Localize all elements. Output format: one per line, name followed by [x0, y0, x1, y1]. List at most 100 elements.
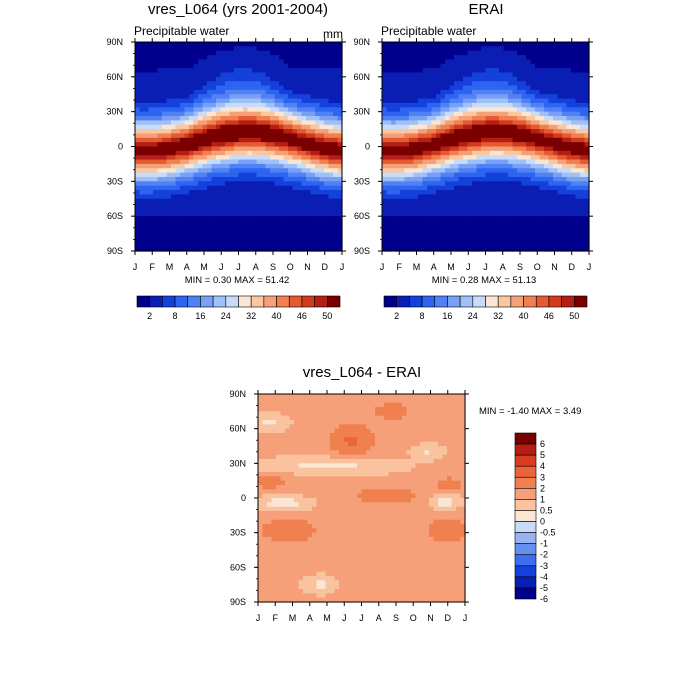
field-cell	[256, 224, 262, 230]
field-cell	[321, 424, 327, 430]
field-cell	[447, 411, 453, 417]
field-cell	[467, 129, 473, 135]
field-cell	[148, 129, 154, 135]
field-cell	[494, 194, 500, 200]
field-cell	[395, 216, 401, 222]
field-cell	[261, 172, 267, 178]
field-cell	[436, 229, 442, 235]
field-cell	[343, 398, 349, 404]
field-cell	[397, 424, 403, 430]
field-cell	[499, 220, 505, 226]
field-cell	[431, 89, 437, 95]
field-cell	[499, 111, 505, 117]
field-cell	[171, 163, 177, 169]
field-cell	[557, 155, 563, 161]
field-cell	[319, 246, 325, 252]
field-cell	[162, 111, 168, 117]
field-cell	[418, 111, 424, 117]
field-cell	[562, 155, 568, 161]
field-cell	[422, 142, 428, 148]
field-cell	[225, 89, 231, 95]
field-cell	[503, 137, 509, 143]
colorbar-box	[485, 295, 499, 308]
field-cell	[397, 411, 403, 417]
field-cell	[449, 50, 455, 56]
field-cell	[445, 220, 451, 226]
field-cell	[247, 42, 253, 47]
field-cell	[211, 190, 217, 195]
field-cell	[198, 150, 204, 156]
field-cell	[180, 42, 186, 47]
field-cell	[499, 242, 505, 248]
field-cell	[153, 85, 159, 91]
field-cell	[512, 220, 518, 226]
field-cell	[325, 420, 331, 425]
field-cell	[535, 203, 541, 209]
field-cell	[386, 246, 392, 252]
field-cell	[467, 194, 473, 200]
field-cell	[386, 198, 392, 204]
field-cell	[521, 242, 527, 248]
field-cell	[517, 229, 523, 235]
field-cell	[234, 63, 240, 69]
field-cell	[238, 163, 244, 169]
field-cell	[458, 211, 464, 217]
field-cell	[216, 72, 222, 78]
field-cell	[211, 181, 217, 187]
field-cell	[234, 81, 240, 87]
field-cell	[575, 85, 581, 91]
field-cell	[431, 194, 437, 200]
field-cell	[157, 237, 163, 243]
field-cell	[413, 42, 419, 47]
field-cell	[357, 424, 363, 430]
field-cell	[458, 63, 464, 69]
field-cell	[261, 124, 267, 130]
field-cell	[370, 411, 376, 417]
field-cell	[424, 420, 430, 425]
field-cell	[166, 146, 172, 152]
field-cell	[400, 42, 406, 47]
field-cell	[440, 233, 446, 239]
field-cell	[553, 233, 559, 239]
field-cell	[274, 111, 280, 117]
field-cell	[198, 107, 204, 113]
field-cell	[330, 394, 336, 399]
field-cell	[503, 111, 509, 117]
field-cell	[463, 55, 469, 61]
field-cell	[499, 76, 505, 82]
field-cell	[391, 85, 397, 91]
field-cell	[348, 411, 354, 417]
field-cell	[571, 216, 577, 222]
field-cell	[256, 142, 262, 148]
field-cell	[386, 59, 392, 65]
field-cell	[490, 81, 496, 87]
field-cell	[324, 137, 330, 143]
field-cell	[265, 220, 271, 226]
field-cell	[315, 159, 321, 165]
field-cell	[442, 398, 448, 404]
field-cell	[418, 76, 424, 82]
field-cell	[243, 190, 249, 195]
field-cell	[526, 142, 532, 148]
field-cell	[198, 163, 204, 169]
field-cell	[261, 246, 267, 252]
field-cell	[535, 207, 541, 213]
field-cell	[431, 237, 437, 243]
field-cell	[157, 98, 163, 104]
field-cell	[334, 420, 340, 425]
field-cell	[310, 102, 316, 108]
field-cell	[247, 63, 253, 69]
field-cell	[530, 150, 536, 156]
colorbar-label: 40	[272, 311, 282, 321]
field-cell	[530, 42, 536, 47]
field-cell	[306, 155, 312, 161]
field-cell	[139, 68, 145, 74]
field-cell	[584, 242, 590, 248]
field-cell	[216, 185, 222, 191]
field-cell	[566, 120, 572, 126]
field-cell	[544, 246, 550, 252]
field-cell	[400, 198, 406, 204]
field-cell	[157, 111, 163, 117]
field-cell	[530, 72, 536, 78]
